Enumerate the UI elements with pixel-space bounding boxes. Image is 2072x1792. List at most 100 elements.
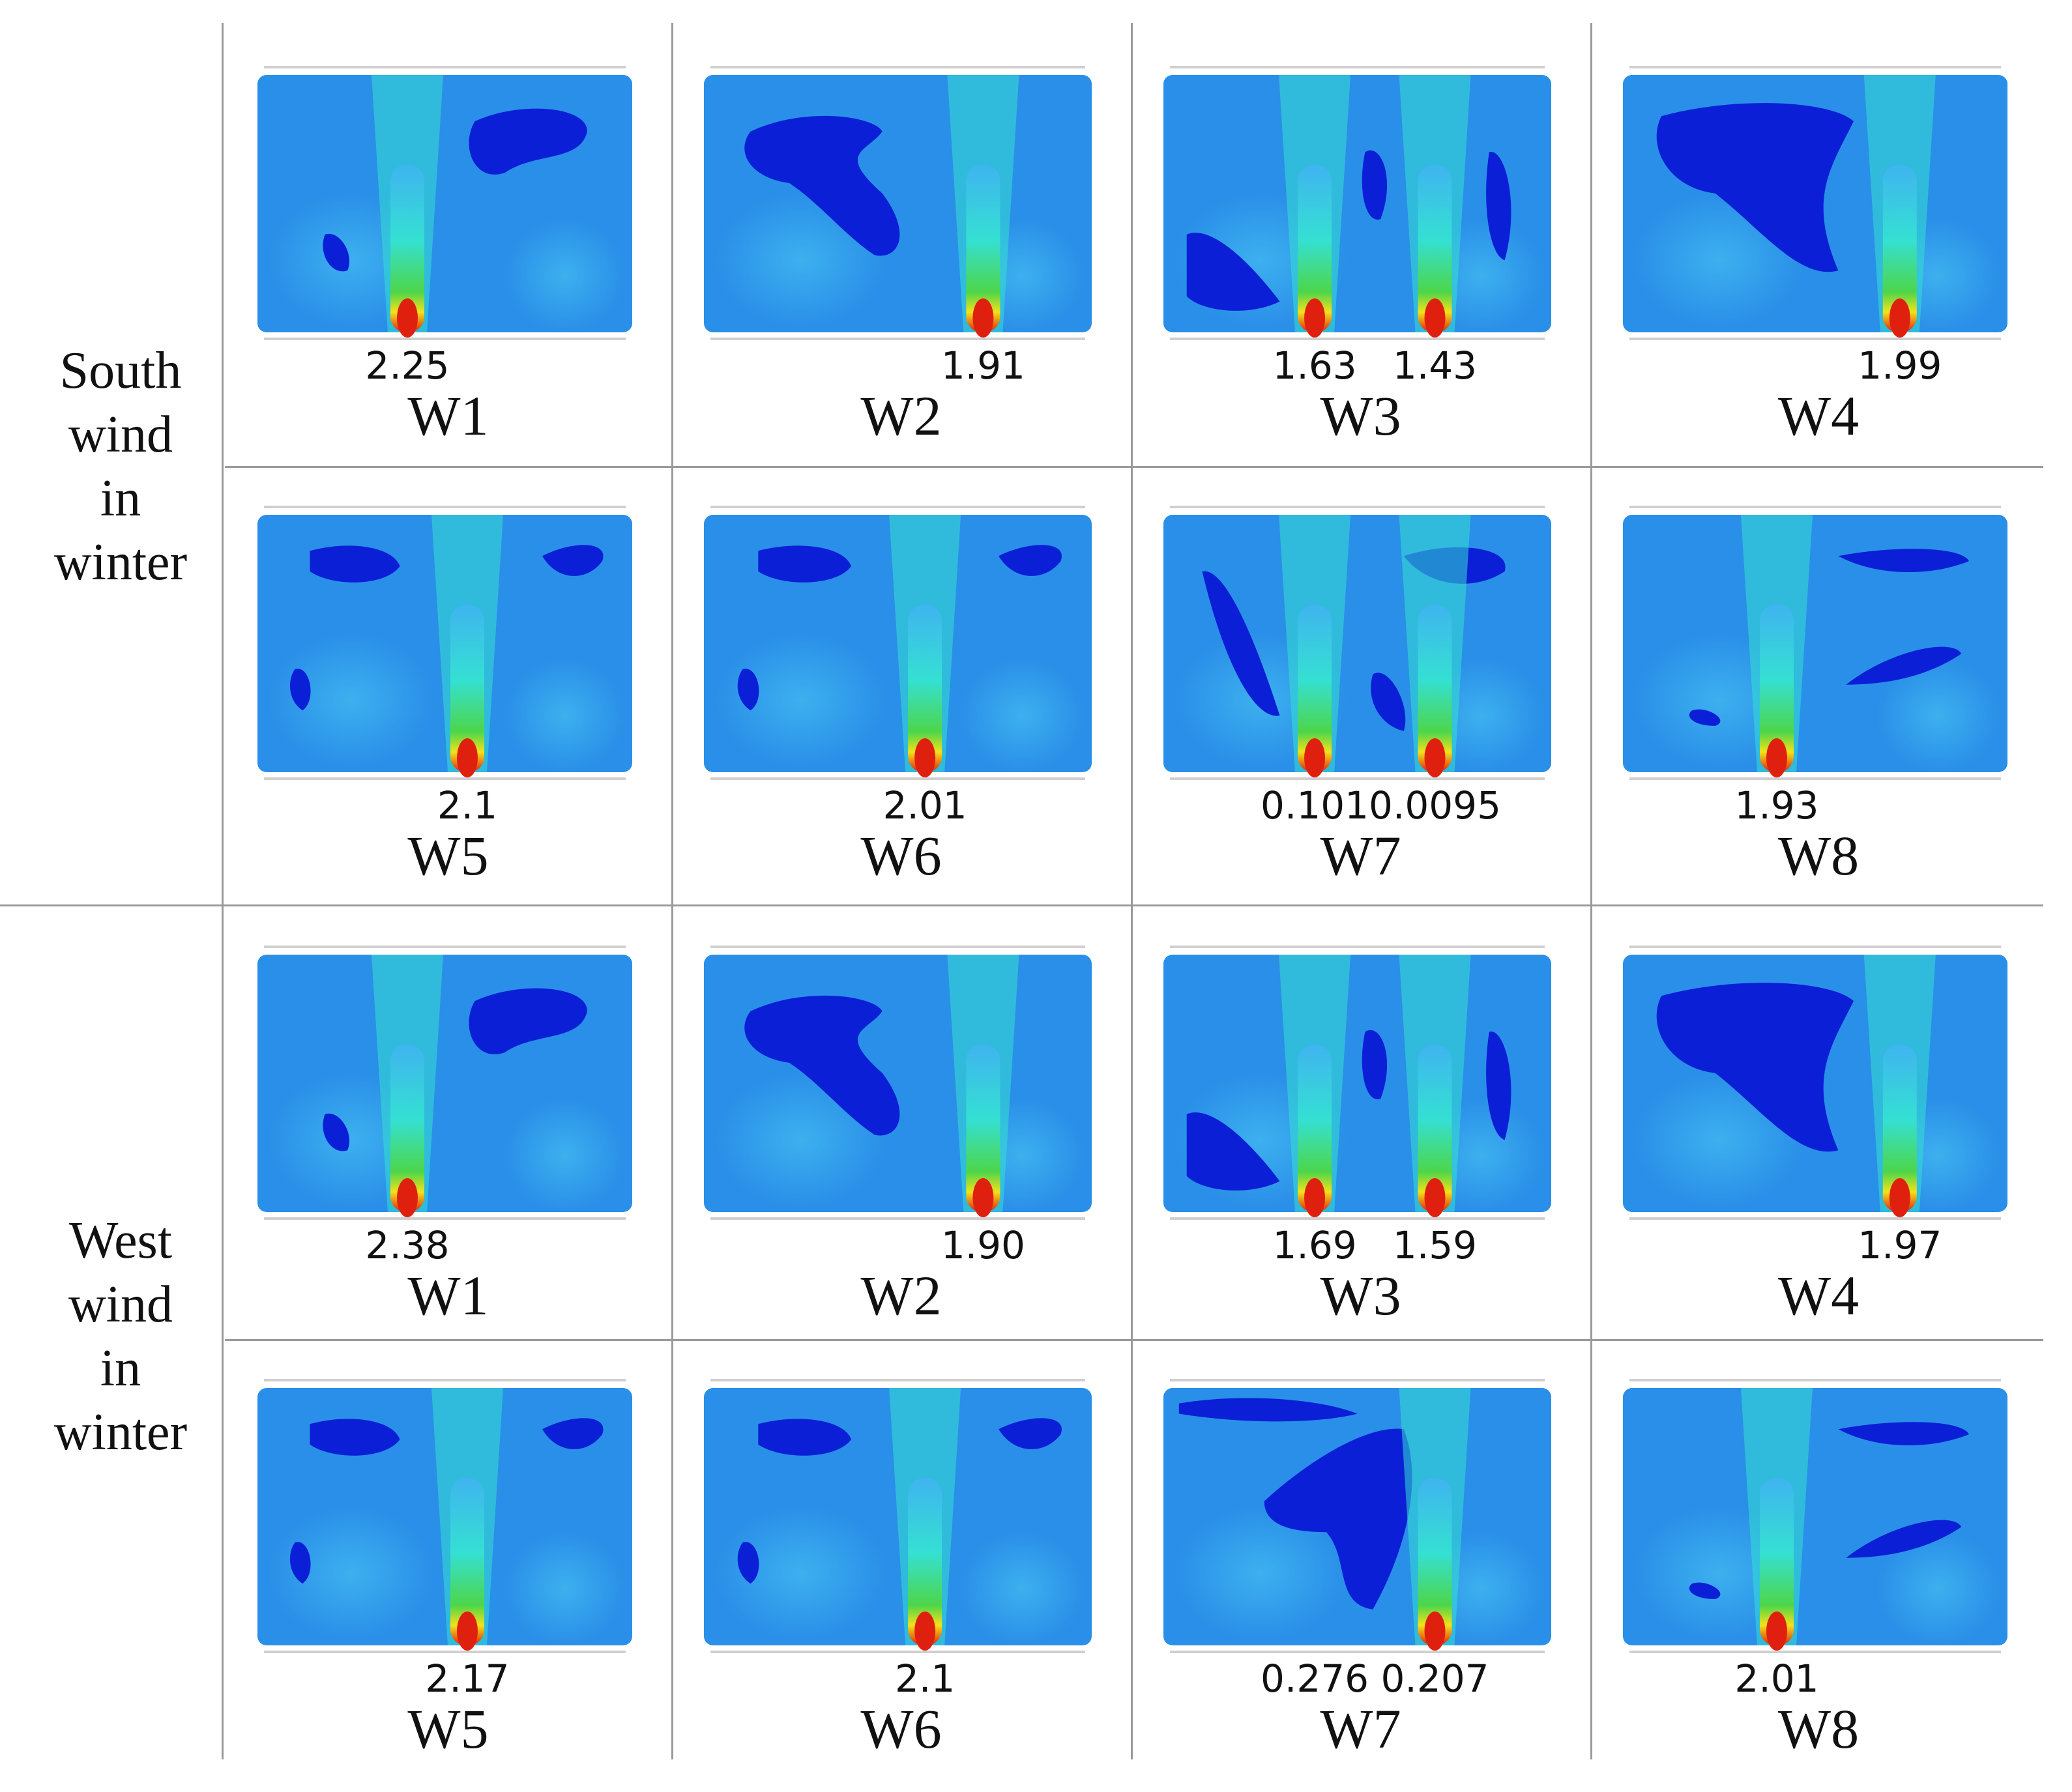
low-velocity-region bbox=[1202, 571, 1280, 716]
contour-panel-w5: 2.17 W5 bbox=[225, 1339, 671, 1772]
group-label-line: in bbox=[100, 470, 141, 527]
case-label: W6 bbox=[860, 824, 942, 887]
contour-panel-w5: 2.1 W5 bbox=[225, 466, 671, 906]
max-velocity-value: 2.01 bbox=[1734, 1656, 1819, 1701]
grid-horizontal-line bbox=[225, 466, 2043, 468]
max-velocity-value: 0.207 bbox=[1380, 1656, 1489, 1701]
low-velocity-region bbox=[758, 545, 852, 583]
jet-core bbox=[1760, 1478, 1794, 1645]
contour-panel-w8: 2.01 W8 bbox=[1590, 1339, 2047, 1772]
group-label-line: West bbox=[69, 1212, 172, 1269]
max-velocity-value: 1.43 bbox=[1392, 343, 1478, 388]
low-velocity-region bbox=[999, 545, 1062, 576]
jet-outlet-hotspot bbox=[1889, 298, 1910, 338]
jet-outlet-hotspot bbox=[1766, 738, 1787, 777]
jet-outlet-hotspot bbox=[1766, 1611, 1787, 1651]
low-velocity-region bbox=[289, 1542, 311, 1584]
jet-core bbox=[1882, 165, 1917, 332]
low-velocity-region bbox=[1846, 1520, 1962, 1558]
group-label-line: winter bbox=[53, 1404, 188, 1461]
velocity-contour-field bbox=[704, 66, 1092, 340]
jet-core bbox=[1298, 1045, 1332, 1212]
low-velocity-region bbox=[1486, 151, 1511, 261]
group-label: South wind in winter bbox=[26, 339, 215, 594]
contour-panel-w2: 1.91 W2 bbox=[671, 26, 1131, 466]
jet-core bbox=[966, 1045, 1000, 1212]
contour-panel-w3: 1.63 1.43 W3 bbox=[1131, 26, 1590, 466]
jet-core bbox=[1298, 165, 1332, 332]
low-velocity-region bbox=[310, 1419, 400, 1456]
max-velocity-value: 1.63 bbox=[1272, 343, 1357, 388]
velocity-contour-field bbox=[257, 506, 632, 780]
contour-panel-w7: 0.276 0.207 W7 bbox=[1131, 1339, 1590, 1772]
low-velocity-region bbox=[744, 115, 900, 256]
max-velocity-value: 1.93 bbox=[1734, 783, 1819, 828]
jet-core bbox=[390, 165, 424, 332]
velocity-contour-field bbox=[257, 1379, 632, 1653]
low-velocity-region bbox=[1838, 1422, 1969, 1445]
case-label: W2 bbox=[860, 384, 942, 447]
contour-panel-w4: 1.99 W4 bbox=[1590, 26, 2047, 466]
contour-panel-w3: 1.69 1.59 W3 bbox=[1131, 906, 1590, 1339]
grid-vertical-line bbox=[671, 23, 673, 1759]
jet-core bbox=[1418, 1045, 1452, 1212]
group-label-line: South bbox=[59, 342, 182, 399]
jet-outlet-hotspot bbox=[1424, 1611, 1446, 1651]
low-velocity-region bbox=[737, 1542, 759, 1584]
jet-outlet-hotspot bbox=[1304, 298, 1326, 338]
velocity-contour-field bbox=[704, 1379, 1092, 1653]
light-region bbox=[1876, 659, 2000, 772]
max-velocity-value: 1.69 bbox=[1272, 1223, 1357, 1267]
case-label: W7 bbox=[1320, 824, 1401, 887]
case-label: W8 bbox=[1777, 824, 1860, 887]
light-region bbox=[504, 1532, 625, 1645]
case-label: W1 bbox=[407, 384, 489, 447]
low-velocity-region bbox=[744, 995, 900, 1136]
velocity-contour-field bbox=[1623, 506, 2007, 780]
light-region bbox=[269, 633, 434, 768]
jet-outlet-hotspot bbox=[1304, 1178, 1326, 1217]
light-region bbox=[269, 1506, 434, 1641]
velocity-contour-field bbox=[1623, 1379, 2007, 1653]
light-region bbox=[715, 633, 886, 768]
jet-outlet-hotspot bbox=[397, 298, 418, 338]
max-velocity-value: 2.1 bbox=[437, 783, 498, 828]
low-velocity-region bbox=[1186, 1112, 1280, 1191]
light-region bbox=[959, 1532, 1085, 1645]
contour-panel-w6: 2.01 W6 bbox=[671, 466, 1131, 906]
velocity-contour-field bbox=[257, 66, 632, 340]
low-velocity-region bbox=[1486, 1031, 1511, 1140]
velocity-contour-field bbox=[257, 946, 632, 1220]
light-region bbox=[1175, 1506, 1346, 1641]
jet-outlet-hotspot bbox=[914, 1611, 936, 1651]
light-region bbox=[504, 659, 625, 772]
grid-vertical-line bbox=[222, 23, 224, 1759]
jet-outlet-hotspot bbox=[1889, 1178, 1910, 1217]
velocity-contour-field bbox=[1163, 946, 1551, 1220]
jet-outlet-hotspot bbox=[457, 1611, 478, 1651]
velocity-contour-field bbox=[1163, 1379, 1551, 1653]
jet-core bbox=[1418, 1478, 1452, 1645]
low-velocity-region bbox=[310, 545, 400, 583]
case-label: W3 bbox=[1320, 384, 1401, 447]
group-label-line: winter bbox=[53, 534, 188, 591]
jet-outlet-hotspot bbox=[397, 1178, 418, 1217]
case-label: W2 bbox=[860, 1264, 942, 1327]
low-velocity-region bbox=[1838, 549, 1969, 572]
low-velocity-region bbox=[999, 1418, 1062, 1449]
velocity-contour-field bbox=[704, 946, 1092, 1220]
low-velocity-region bbox=[1689, 1582, 1721, 1599]
case-label: W4 bbox=[1777, 384, 1860, 447]
jet-core bbox=[1882, 1045, 1917, 1212]
contour-panel-w4: 1.97 W4 bbox=[1590, 906, 2047, 1339]
velocity-contour-field bbox=[1623, 946, 2007, 1220]
case-label: W4 bbox=[1777, 1264, 1860, 1327]
max-velocity-value: 2.01 bbox=[883, 783, 967, 828]
jet-core bbox=[390, 1045, 424, 1212]
jet-core bbox=[908, 605, 942, 772]
group-label-line: wind bbox=[68, 406, 173, 463]
contour-panel-w1: 2.25 W1 bbox=[225, 26, 671, 466]
light-region bbox=[504, 1099, 625, 1212]
low-velocity-region bbox=[469, 108, 587, 175]
max-velocity-value: 0.276 bbox=[1261, 1656, 1369, 1701]
